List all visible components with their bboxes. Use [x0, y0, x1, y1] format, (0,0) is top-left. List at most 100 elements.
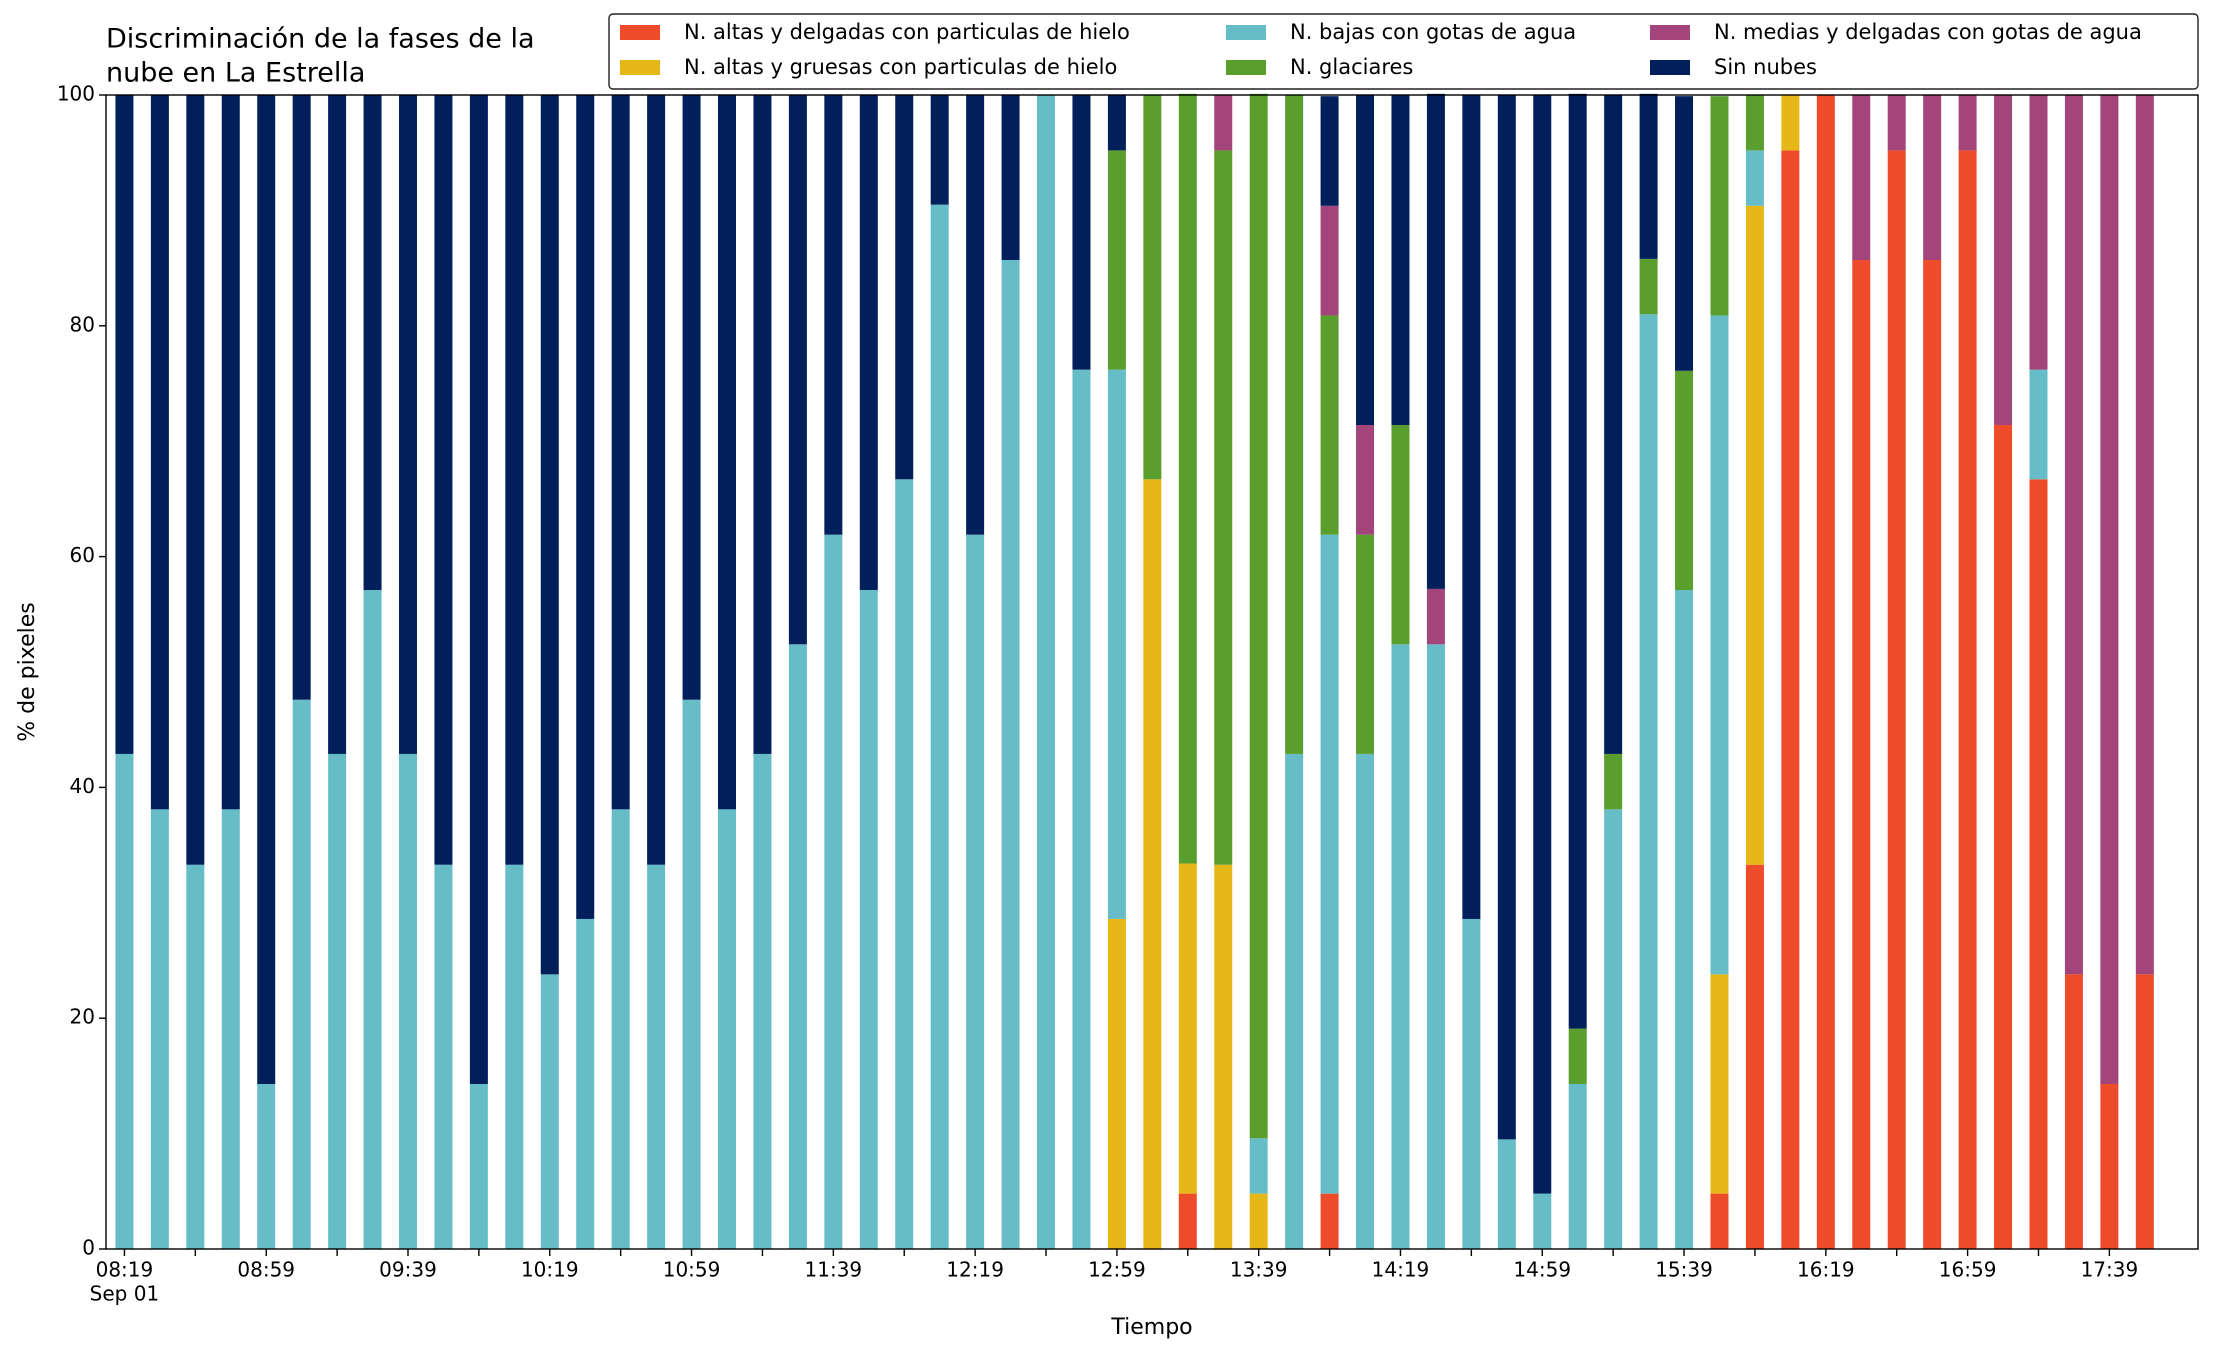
bar-segment — [753, 753, 772, 1249]
bar-segment — [682, 95, 701, 700]
bar-segment — [788, 95, 807, 645]
y-tick-label: 20 — [70, 1005, 95, 1029]
bar-segment — [1781, 95, 1800, 151]
bar-segment — [895, 479, 914, 1250]
bar-segment — [150, 809, 169, 1249]
bar-segment — [1462, 918, 1481, 1249]
bar-segment — [1356, 425, 1375, 535]
bar-segment — [1994, 95, 2013, 426]
bar-segment — [1639, 93, 1658, 259]
bar-segment — [859, 95, 878, 591]
legend-label: N. medias y delgadas con gotas de agua — [1714, 20, 2142, 44]
bar-segment — [753, 95, 772, 754]
bar-segment — [363, 95, 382, 591]
bar-segment — [221, 809, 240, 1249]
legend-swatch — [620, 60, 660, 75]
bar-segment — [1675, 590, 1694, 1249]
x-tick-label: 16:59 — [1939, 1258, 1997, 1282]
bar-segment — [1356, 534, 1375, 754]
bar-segment — [718, 809, 737, 1249]
bar-segment — [1816, 95, 1835, 1249]
bar-segment — [115, 753, 134, 1249]
chart-title: Discriminación de la fases de la — [106, 24, 535, 55]
bar-segment — [434, 864, 453, 1249]
bar-segment — [1249, 1193, 1268, 1249]
x-tick-label: 10:59 — [663, 1258, 721, 1282]
bar-segment — [1745, 95, 1764, 151]
x-tick-label: 13:39 — [1230, 1258, 1288, 1282]
x-tick-label: 15:39 — [1655, 1258, 1713, 1282]
bar-segment — [292, 95, 311, 700]
bar-segment — [1533, 95, 1552, 1194]
bar-segment — [1675, 96, 1694, 371]
bar-segment — [1320, 205, 1339, 316]
y-tick-label: 80 — [70, 312, 95, 336]
bar-segment — [540, 974, 559, 1249]
bar-segment — [966, 534, 985, 1249]
x-tick-label: 17:39 — [2081, 1258, 2139, 1282]
x-tick-label: 12:59 — [1088, 1258, 1146, 1282]
bar-segment — [1391, 644, 1410, 1249]
bar-segment — [718, 95, 737, 810]
y-axis-label: % de pixeles — [15, 602, 40, 741]
bar-segment — [1923, 95, 1942, 261]
bar-segment — [2135, 974, 2154, 1249]
bar-segment — [2029, 95, 2048, 370]
bar-segment — [1178, 863, 1197, 1194]
bar-segment — [1994, 425, 2013, 1249]
bar-segment — [398, 753, 417, 1249]
bar-segment — [1887, 95, 1906, 151]
bar-segment — [1143, 479, 1162, 1250]
bar-segment — [1462, 95, 1481, 919]
bar-segment — [1887, 150, 1906, 1250]
bar-segment — [1604, 753, 1623, 810]
bar-segment — [1745, 205, 1764, 865]
bar-segment — [1426, 93, 1445, 589]
legend-label: Sin nubes — [1714, 55, 1817, 79]
bar-segment — [1001, 95, 1020, 261]
bar-segment — [1568, 93, 1587, 1029]
bar-segment — [1639, 314, 1658, 1249]
legend-swatch — [1650, 60, 1690, 75]
bar-segment — [1391, 95, 1410, 426]
bar-segment — [1745, 150, 1764, 206]
y-tick-label: 60 — [70, 543, 95, 567]
bar-segment — [1143, 95, 1162, 480]
bar-segment — [2100, 1083, 2119, 1249]
bar-segment — [1426, 588, 1445, 645]
bar-segment — [1710, 1193, 1729, 1249]
bar-segment — [1675, 370, 1694, 591]
bar-segment — [1249, 93, 1268, 1139]
bar-segment — [1958, 95, 1977, 151]
bar-segment — [611, 809, 630, 1249]
bar-segment — [1001, 260, 1020, 1250]
bar-segment — [1710, 315, 1729, 975]
bar-segment — [2029, 369, 2048, 480]
bar-segment — [257, 1083, 276, 1249]
bar-segment — [788, 644, 807, 1249]
bar-segment — [1320, 534, 1339, 1194]
bar-segment — [1072, 95, 1091, 370]
bar-segment — [930, 95, 949, 205]
bar-segment — [1214, 95, 1233, 151]
bar-segment — [2064, 974, 2083, 1249]
x-tick-label: 08:59 — [237, 1258, 295, 1282]
bar-segment — [1426, 644, 1445, 1249]
x-tick-label: 10:19 — [521, 1258, 579, 1282]
bar-segment — [505, 864, 524, 1249]
bar-segment — [328, 753, 347, 1249]
bar-segment — [1923, 260, 1942, 1250]
bar-segment — [1214, 150, 1233, 865]
x-tick-label: 08:19 — [96, 1258, 154, 1282]
bar-segment — [292, 699, 311, 1249]
bar-segment — [505, 95, 524, 865]
bar-segment — [115, 95, 134, 754]
bar-segment — [1710, 96, 1729, 316]
legend-label: N. glaciares — [1290, 55, 1413, 79]
bar-segment — [682, 699, 701, 1249]
bar-segment — [398, 95, 417, 754]
bar-segment — [1391, 425, 1410, 645]
bar-segment — [469, 95, 488, 1084]
legend-label: N. altas y delgadas con particulas de hi… — [684, 20, 1130, 44]
bar-segment — [824, 534, 843, 1249]
